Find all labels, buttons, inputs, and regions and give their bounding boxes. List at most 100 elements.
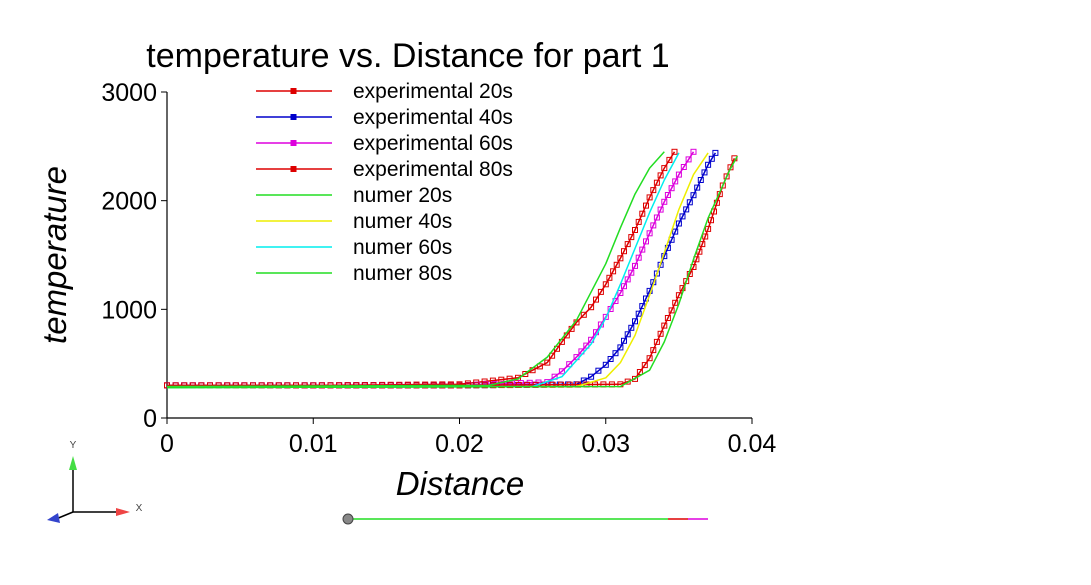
time-slider[interactable] bbox=[342, 513, 708, 525]
triad-x-label: X bbox=[136, 503, 143, 514]
chart-title: temperature vs. Distance for part 1 bbox=[146, 37, 669, 75]
legend-label: numer 40s bbox=[353, 210, 452, 233]
data-marker bbox=[602, 281, 609, 288]
data-marker bbox=[588, 373, 595, 380]
data-marker bbox=[610, 268, 617, 275]
data-marker bbox=[708, 217, 714, 224]
series-line bbox=[166, 151, 665, 388]
series-7 bbox=[166, 152, 680, 389]
data-marker bbox=[672, 299, 679, 306]
x-tick-label: 0.03 bbox=[581, 430, 630, 458]
triad-y-arrow bbox=[69, 456, 77, 470]
data-marker bbox=[628, 324, 635, 331]
data-marker bbox=[671, 148, 678, 155]
legend-marker bbox=[290, 114, 297, 120]
data-marker bbox=[628, 234, 635, 241]
series-line bbox=[166, 155, 739, 389]
data-marker bbox=[650, 222, 657, 229]
data-marker bbox=[621, 248, 627, 255]
data-marker bbox=[646, 355, 653, 362]
legend-marker bbox=[290, 88, 297, 94]
data-marker bbox=[628, 269, 635, 276]
x-tick-label: 0.04 bbox=[728, 430, 777, 458]
data-marker bbox=[661, 322, 668, 329]
legend-label: experimental 40s bbox=[353, 106, 513, 129]
data-marker bbox=[661, 198, 668, 205]
y-axis-label: temperature bbox=[36, 166, 73, 344]
y-tick-label: 2000 bbox=[101, 188, 157, 216]
series-8 bbox=[166, 155, 739, 389]
series-layer bbox=[164, 148, 739, 389]
data-marker bbox=[719, 182, 726, 189]
data-marker bbox=[507, 382, 514, 389]
legend-item: numer 40s bbox=[256, 210, 452, 233]
data-marker bbox=[646, 194, 653, 201]
legend-label: numer 80s bbox=[353, 262, 452, 285]
data-marker bbox=[664, 315, 671, 321]
data-marker bbox=[643, 238, 649, 245]
data-marker bbox=[558, 368, 565, 375]
data-marker bbox=[675, 171, 682, 178]
data-marker bbox=[723, 173, 730, 180]
data-marker bbox=[705, 161, 712, 168]
triad-y-label: Y bbox=[70, 440, 77, 451]
legend-marker bbox=[290, 166, 297, 172]
data-marker bbox=[699, 241, 706, 248]
data-marker bbox=[635, 310, 642, 317]
series-line bbox=[166, 152, 680, 389]
data-marker bbox=[712, 149, 719, 156]
data-marker bbox=[653, 214, 660, 221]
data-marker bbox=[657, 172, 664, 179]
data-marker bbox=[639, 303, 646, 310]
slider-handle[interactable] bbox=[342, 513, 354, 525]
data-marker bbox=[624, 276, 631, 283]
data-marker bbox=[705, 225, 712, 232]
data-marker bbox=[653, 338, 660, 345]
legend-item: numer 80s bbox=[256, 262, 452, 285]
data-marker bbox=[522, 371, 529, 377]
data-marker bbox=[697, 177, 704, 183]
y-tick-label: 3000 bbox=[101, 79, 157, 107]
data-marker bbox=[606, 274, 613, 281]
data-marker bbox=[624, 331, 631, 338]
axis-triad: Y X bbox=[47, 440, 143, 523]
data-marker bbox=[580, 311, 587, 318]
data-marker bbox=[515, 382, 522, 388]
data-marker bbox=[657, 330, 664, 337]
data-marker bbox=[680, 164, 687, 170]
y-tick-label: 0 bbox=[143, 405, 157, 433]
data-marker bbox=[690, 192, 697, 199]
data-marker bbox=[544, 359, 551, 366]
data-marker bbox=[690, 148, 697, 155]
data-marker bbox=[612, 350, 619, 357]
data-marker bbox=[613, 261, 620, 268]
x-tick-label: 0 bbox=[160, 430, 174, 458]
data-marker bbox=[632, 262, 638, 269]
data-marker bbox=[635, 218, 642, 225]
x-tick-label: 0.02 bbox=[435, 430, 484, 458]
legend-item: experimental 40s bbox=[256, 106, 513, 129]
series-6 bbox=[166, 152, 709, 389]
legend-item: numer 60s bbox=[256, 236, 452, 259]
series-line bbox=[166, 152, 709, 389]
legend-label: numer 20s bbox=[353, 184, 452, 207]
data-marker bbox=[607, 356, 614, 362]
data-marker bbox=[639, 246, 646, 253]
data-marker bbox=[686, 199, 693, 206]
data-marker bbox=[617, 344, 624, 351]
data-marker bbox=[657, 206, 664, 213]
legend-marker bbox=[290, 140, 297, 146]
data-marker bbox=[632, 318, 638, 325]
data-marker bbox=[650, 187, 657, 194]
legend: experimental 20s experimental 40s experime… bbox=[256, 80, 513, 285]
data-marker bbox=[536, 363, 543, 370]
data-marker bbox=[664, 192, 671, 198]
data-marker bbox=[694, 184, 701, 191]
data-marker bbox=[672, 228, 679, 235]
data-marker bbox=[650, 347, 657, 354]
triad-z-arrow bbox=[47, 513, 60, 523]
data-marker bbox=[549, 352, 556, 359]
data-marker bbox=[666, 156, 673, 163]
data-marker bbox=[617, 255, 624, 262]
